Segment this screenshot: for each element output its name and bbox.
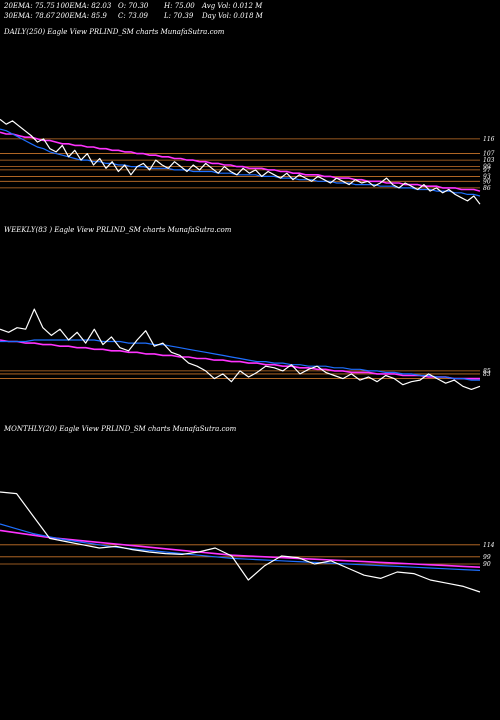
y-tick-label: 114 [483, 542, 495, 549]
header-avgvol: Avg Vol: 0.012 M [202, 2, 263, 10]
ema_long-series-line [0, 529, 481, 568]
price-series-line [0, 491, 481, 593]
header-high: H: 75.00 [164, 2, 195, 10]
y-tick-label: 86 [483, 185, 491, 192]
y-tick-label: 107 [483, 151, 495, 158]
ema_long-series-line [0, 339, 480, 380]
y-tick-label: 90 [483, 178, 491, 185]
y-tick-label: 90 [483, 561, 491, 568]
price-series-line [0, 308, 481, 391]
y-tick-label: 116 [483, 136, 495, 143]
price-series-line [0, 118, 481, 205]
header-close: C: 73.09 [118, 12, 148, 20]
y-tick-label: 85 [483, 368, 491, 375]
header-ema30: 30EMA: 78.67 [4, 12, 55, 20]
daily-panel-label: DAILY(250) Eagle View PRLIND_SM charts M… [4, 28, 225, 36]
ema_fast-series-line [0, 128, 481, 197]
weekly-panel-label: WEEKLY(83 ) Eagle View PRLIND_SM charts … [4, 226, 232, 234]
y-tick-label: 93 [483, 173, 491, 180]
y-tick-label: 103 [483, 157, 495, 164]
header-dayvol: Day Vol: 0.018 M [202, 12, 263, 20]
header-ema100: 100EMA: 82.03 [56, 2, 112, 10]
y-tick-label: 99 [483, 554, 491, 561]
header-low: L: 70.39 [164, 12, 194, 20]
ema_fast-series-line [0, 339, 480, 381]
header-ema20: 20EMA: 75.75 [4, 2, 55, 10]
header-open: O: 70.30 [118, 2, 149, 10]
monthly-panel-label: MONTHLY(20) Eagle View PRLIND_SM charts … [4, 425, 237, 433]
y-tick-label: 83 [483, 371, 491, 378]
ema_fast-series-line [0, 523, 481, 571]
y-tick-label: 97 [483, 167, 491, 174]
header-ema200: 200EMA: 85.9 [56, 12, 107, 20]
y-tick-label: 99 [483, 164, 491, 171]
ema_long-series-line [0, 131, 481, 192]
